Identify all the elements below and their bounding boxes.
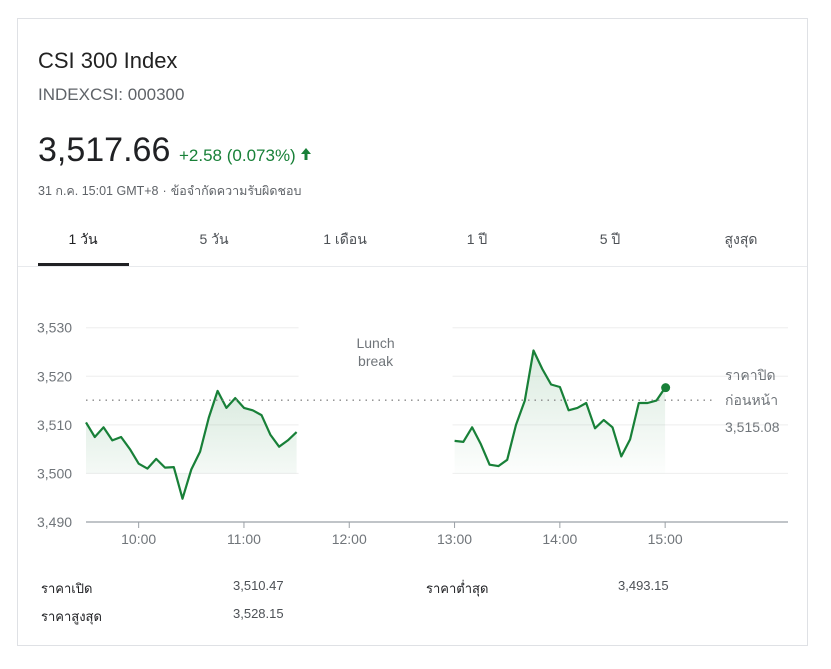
- tab-1-month[interactable]: 1 เดือน: [323, 231, 367, 247]
- y-tick-label: 3,490: [37, 514, 72, 530]
- stock-card: CSI 300 Index INDEXCSI: 000300 3,517.66 …: [17, 18, 808, 646]
- price-change: +2.58 (0.073%): [179, 146, 312, 166]
- tab-1-year[interactable]: 1 ปี: [466, 231, 488, 247]
- low-label: ราคาต่ำสุด: [426, 581, 489, 596]
- tab-1-day[interactable]: 1 วัน: [68, 231, 98, 247]
- low-value: 3,493.15: [618, 578, 669, 593]
- tab-max[interactable]: สูงสุด: [724, 231, 758, 247]
- arrow-up-icon: [300, 146, 312, 166]
- series-line-afternoon: [454, 349, 667, 468]
- open-label: ราคาเปิด: [41, 581, 93, 596]
- lunch-break-band: [298, 324, 453, 520]
- series-area-morning: [86, 390, 297, 499]
- intraday-chart: Lunch break ราคาปิดก่อนหน้า 3,515.08 3,490 3…: [37, 320, 788, 547]
- meta-separator: ·: [162, 184, 167, 198]
- high-value: 3,528.15: [233, 606, 284, 621]
- lunch-break-label: break: [358, 353, 394, 369]
- previous-close-label: ก่อนหน้า: [725, 392, 778, 408]
- x-tick-label: 14:00: [542, 531, 577, 547]
- current-price: 3,517.66: [38, 131, 171, 169]
- active-tab-indicator: [38, 263, 129, 266]
- lunch-break-label: Lunch: [356, 335, 394, 351]
- series-area-afternoon: [454, 350, 666, 474]
- last-price-marker: [661, 383, 671, 393]
- price-timestamp: 31 ก.ค. 15:01 GMT+8: [38, 184, 159, 198]
- tab-5-year[interactable]: 5 ปี: [599, 231, 621, 247]
- index-title: CSI 300 Index: [38, 48, 178, 73]
- tab-5-day[interactable]: 5 วัน: [199, 231, 229, 247]
- x-tick-label: 11:00: [227, 531, 261, 547]
- x-tick-label: 15:00: [648, 531, 683, 547]
- ticker-symbol: INDEXCSI: 000300: [38, 85, 185, 104]
- y-tick-label: 3,520: [37, 368, 72, 384]
- x-tick-label: 13:00: [437, 531, 472, 547]
- previous-close-value: 3,515.08: [725, 419, 780, 435]
- x-tick-label: 12:00: [332, 531, 367, 547]
- range-tabs: 1 วัน 5 วัน 1 เดือน 1 ปี 5 ปี สูงสุด: [18, 215, 807, 267]
- series-line-morning: [85, 389, 298, 500]
- x-tick-label: 10:00: [121, 531, 156, 547]
- price-change-value: +2.58 (0.073%): [179, 146, 296, 165]
- price-meta: 31 ก.ค. 15:01 GMT+8 · ข้อจำกัดความรับผิดชอ…: [38, 181, 301, 201]
- open-value: 3,510.47: [233, 578, 284, 593]
- disclaimer-link[interactable]: ข้อจำกัดความรับผิดชอบ: [170, 184, 302, 198]
- previous-close-label: ราคาปิด: [725, 367, 776, 383]
- y-tick-label: 3,510: [37, 417, 72, 433]
- y-tick-label: 3,500: [37, 465, 72, 481]
- high-label: ราคาสูงสุด: [41, 609, 102, 624]
- y-tick-label: 3,530: [37, 320, 72, 336]
